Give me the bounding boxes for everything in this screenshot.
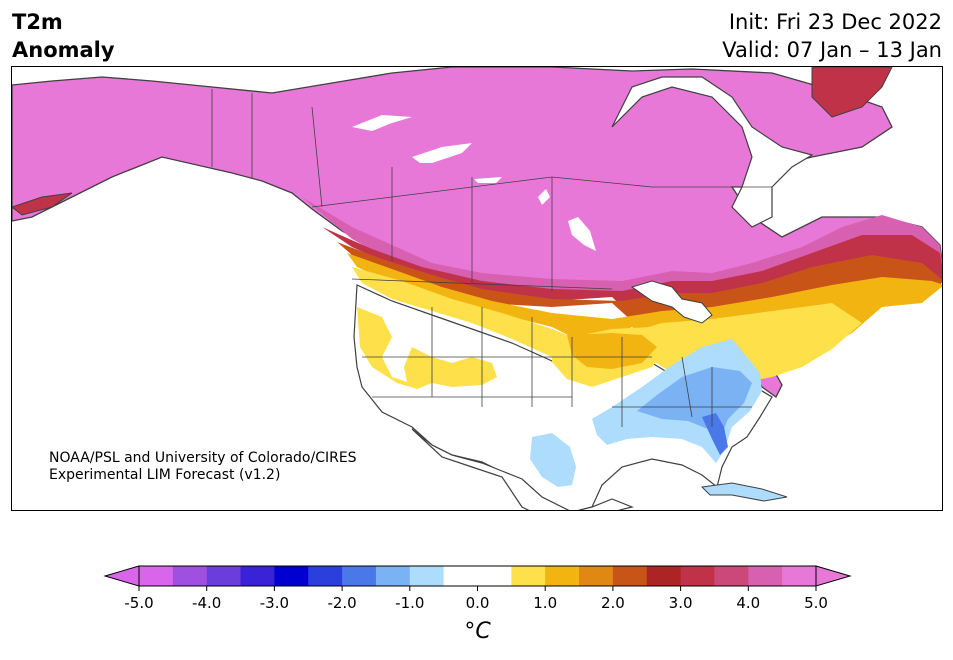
colorbar-swatch bbox=[443, 566, 478, 586]
colorbar-tick-label: 3.0 bbox=[669, 594, 693, 612]
lake-reindeer bbox=[538, 189, 550, 205]
map-title: T2m Anomaly bbox=[12, 8, 115, 64]
colorbar-svg: -5.0 -4.0 -3.0 -2.0 -1.0 0.0 1.0 2.0 3.0 4.0 5.0 °C bbox=[103, 565, 852, 644]
colorbar-tick-label: -1.0 bbox=[395, 594, 424, 612]
colorbar-swatch bbox=[477, 566, 512, 586]
colorbar-tick-label: -5.0 bbox=[124, 594, 153, 612]
colorbar-swatch bbox=[646, 566, 682, 586]
lake-great-slave bbox=[412, 143, 472, 163]
borders bbox=[211, 89, 772, 427]
hudson-bay bbox=[611, 76, 814, 228]
forecast-dates: Init: Fri 23 Dec 2022 Valid: 07 Jan – 13… bbox=[722, 8, 942, 64]
credit-line-1: NOAA/PSL and University of Colorado/CIRE… bbox=[49, 450, 357, 466]
cold-south-texas bbox=[530, 433, 576, 487]
colorbar-tick-label: 4.0 bbox=[736, 594, 760, 612]
map-title-field: Anomaly bbox=[12, 38, 115, 62]
lake-great-bear bbox=[352, 115, 412, 131]
colorbar-swatch bbox=[206, 566, 242, 586]
colorbar-swatch bbox=[172, 566, 208, 586]
colorbar-extend-low bbox=[103, 565, 140, 587]
colorbar-tick-label: -4.0 bbox=[192, 594, 221, 612]
warm-midwest-2 bbox=[567, 333, 657, 369]
lake-athabasca bbox=[474, 177, 502, 183]
colorbar: -5.0 -4.0 -3.0 -2.0 -1.0 0.0 1.0 2.0 3.0 4.0 5.0 °C bbox=[0, 560, 953, 656]
colorbar-tick-label: 1.0 bbox=[533, 594, 557, 612]
colorbar-swatch bbox=[240, 566, 275, 586]
land-alaska-tip bbox=[12, 192, 73, 216]
colorbar-swatch bbox=[511, 566, 546, 586]
colorbar-swatch bbox=[342, 566, 377, 586]
credit-line-2: Experimental LIM Forecast (v1.2) bbox=[49, 467, 281, 483]
anomaly-map bbox=[11, 66, 943, 511]
cold-southeast-mid bbox=[637, 367, 752, 439]
colorbar-swatch bbox=[375, 566, 411, 586]
valid-range: Valid: 07 Jan – 13 Jan bbox=[722, 38, 942, 62]
colorbar-swatch bbox=[714, 566, 749, 586]
colorbar-swatch bbox=[748, 566, 783, 586]
init-date: Init: Fri 23 Dec 2022 bbox=[728, 10, 942, 34]
lake-winnipeg bbox=[568, 217, 596, 251]
colorbar-swatch bbox=[274, 566, 309, 586]
colorbar-swatch bbox=[782, 566, 817, 586]
colorbar-swatch bbox=[139, 566, 174, 586]
colorbar-swatch bbox=[545, 566, 580, 586]
colorbar-unit: °C bbox=[464, 619, 491, 644]
colorbar-swatch bbox=[680, 566, 715, 586]
cold-southeast-deep bbox=[702, 413, 728, 455]
colorbar-swatch bbox=[308, 566, 343, 586]
map-title-variable: T2m bbox=[12, 10, 63, 34]
colorbar-tick-label: 5.0 bbox=[804, 594, 828, 612]
land-mexico bbox=[411, 428, 634, 510]
great-lakes bbox=[630, 280, 713, 324]
colorbar-tick-label: -2.0 bbox=[327, 594, 356, 612]
map-canvas bbox=[12, 67, 942, 510]
warm-west-coast bbox=[357, 307, 497, 389]
colorbar-tick-label: 0.0 bbox=[466, 594, 490, 612]
colorbar-tick-label: 2.0 bbox=[601, 594, 625, 612]
colorbar-swatch bbox=[612, 566, 648, 586]
colorbar-swatch bbox=[579, 566, 614, 586]
colorbar-extend-high bbox=[815, 565, 852, 587]
land-greenland bbox=[811, 67, 893, 118]
colorbar-swatch bbox=[409, 566, 445, 586]
colorbar-tick-label: -3.0 bbox=[260, 594, 289, 612]
cold-cuba bbox=[700, 482, 788, 502]
map-credit: NOAA/PSL and University of Colorado/CIRE… bbox=[49, 450, 357, 484]
